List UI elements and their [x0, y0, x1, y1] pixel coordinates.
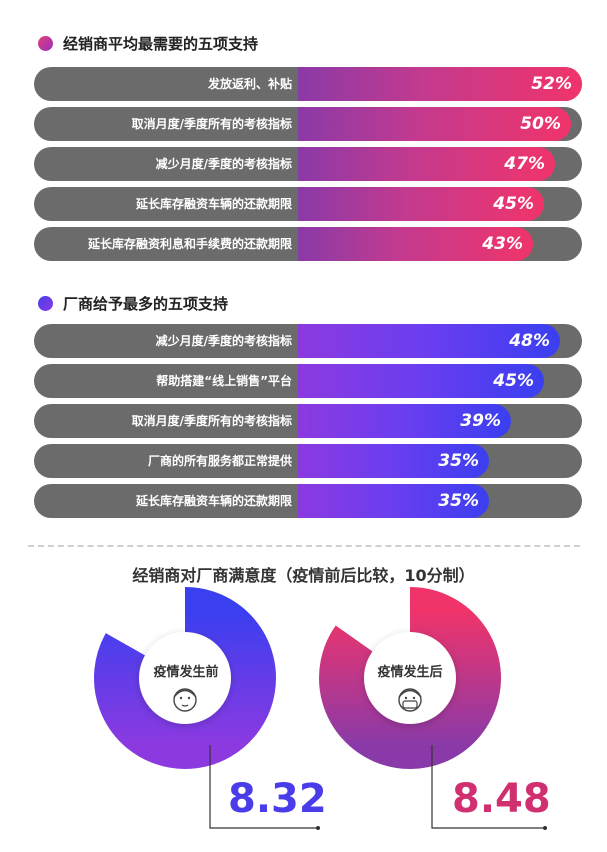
section-title-dealer-needs: 经销商平均最需要的五项支持 [38, 33, 258, 54]
bar-label: 帮助搭建“线上销售”平台 [156, 374, 292, 388]
bar-fill: 52% [298, 67, 582, 101]
face-outline [398, 688, 422, 712]
bar-fill: 43% [298, 227, 533, 261]
bar-label: 取消月度/季度所有的考核指标 [131, 414, 292, 428]
score-value-before: 8.32 [228, 776, 327, 822]
bar-row: 延长库存融资利息和手续费的还款期限 43% [34, 227, 582, 261]
bar-fill: 35% [298, 444, 489, 478]
bar-value-label: 45% [493, 194, 534, 214]
bar-label: 厂商的所有服务都正常提供 [147, 454, 292, 468]
bar-label: 延长库存融资车辆的还款期限 [135, 197, 292, 211]
donut-center [139, 632, 231, 724]
bar-row: 取消月度/季度所有的考核指标 39% [34, 404, 582, 438]
face-icon [173, 688, 197, 712]
oem-support-bar-chart: 减少月度/季度的考核指标 48% 帮助搭建“线上销售”平台 45% 取消月度/季度所有的… [34, 324, 582, 524]
face-mouth [181, 704, 189, 707]
face-eye [179, 696, 183, 700]
bar-fill: 47% [298, 147, 555, 181]
bar-label: 减少月度/季度的考核指标 [155, 157, 292, 171]
satisfaction-title: 经销商对厂商满意度（疫情前后比较，10分制） [132, 566, 475, 585]
bar-fill: 45% [298, 364, 544, 398]
bar-fill: 48% [298, 324, 560, 358]
bar-value-label: 52% [531, 74, 572, 94]
bar-label: 减少月度/季度的考核指标 [155, 334, 292, 348]
leader-dot [316, 826, 320, 830]
bar-row: 厂商的所有服务都正常提供 35% [34, 444, 582, 478]
bar-value-label: 48% [509, 331, 550, 351]
bar-row: 发放返利、补贴 52% [34, 67, 582, 101]
donut-arc [94, 587, 276, 769]
bar-row: 帮助搭建“线上销售”平台 45% [34, 364, 582, 398]
bar-value-label: 47% [504, 154, 545, 174]
bar-row: 延长库存融资车辆的还款期限 35% [34, 484, 582, 518]
bar-value-label: 35% [438, 451, 479, 471]
bullet-dot-icon [38, 296, 53, 311]
bar-label: 发放返利、补贴 [207, 77, 292, 91]
donut-center [364, 632, 456, 724]
score-value-after: 8.48 [452, 776, 551, 822]
bar-value-label: 43% [482, 234, 523, 254]
bar-label: 取消月度/季度所有的考核指标 [131, 117, 292, 131]
leader-line [431, 745, 545, 829]
bar-value-label: 35% [438, 491, 479, 511]
face-outline [173, 688, 197, 712]
bar-row: 减少月度/季度的考核指标 48% [34, 324, 582, 358]
dashed-divider [28, 545, 580, 547]
face-eye [187, 696, 191, 700]
bar-fill: 45% [298, 187, 544, 221]
bar-row: 减少月度/季度的考核指标 47% [34, 147, 582, 181]
bar-row: 取消月度/季度所有的考核指标 50% [34, 107, 582, 141]
face-hair [398, 689, 422, 698]
section-title-oem-support: 厂商给予最多的五项支持 [38, 293, 228, 314]
section-title-text: 经销商平均最需要的五项支持 [63, 35, 259, 53]
bar-value-label: 45% [493, 371, 534, 391]
donut-arc [319, 587, 501, 769]
donut-label-before: 疫情发生前 [153, 665, 219, 680]
bar-value-label: 39% [460, 411, 501, 431]
bar-value-label: 50% [520, 114, 561, 134]
bar-label: 延长库存融资利息和手续费的还款期限 [87, 237, 292, 251]
bullet-dot-icon [38, 36, 53, 51]
masked-face-icon [398, 688, 422, 712]
dealer-needs-bar-chart: 发放返利、补贴 52% 取消月度/季度所有的考核指标 50% 减少月度/季度的考核指标 4… [34, 67, 582, 267]
leader-dot [543, 826, 547, 830]
mask-shape [402, 700, 418, 709]
bar-label: 延长库存融资车辆的还款期限 [135, 494, 292, 508]
leader-line [209, 745, 318, 829]
bar-fill: 50% [298, 107, 571, 141]
bar-row: 延长库存融资车辆的还款期限 45% [34, 187, 582, 221]
face-eye [412, 696, 416, 700]
donut-label-after: 疫情发生后 [377, 665, 443, 680]
face-eye [404, 696, 408, 700]
face-hair [173, 689, 197, 698]
bar-fill: 39% [298, 404, 511, 438]
bar-fill: 35% [298, 484, 489, 518]
section-title-text: 厂商给予最多的五项支持 [63, 295, 229, 313]
